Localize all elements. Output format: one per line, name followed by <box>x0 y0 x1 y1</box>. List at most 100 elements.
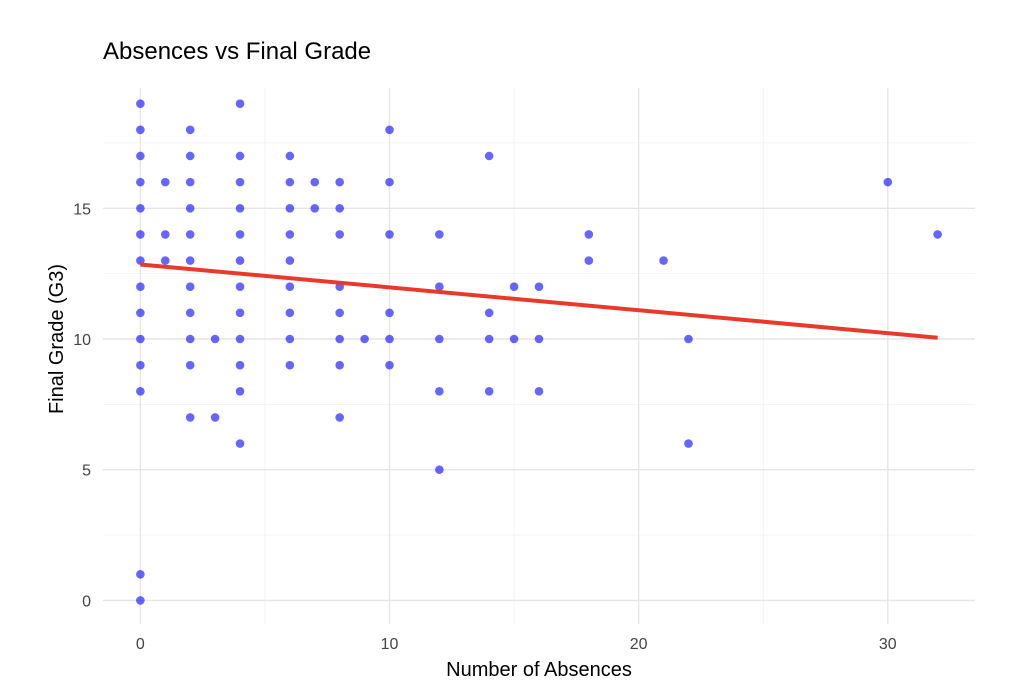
data-point <box>684 334 693 344</box>
data-point <box>160 230 170 239</box>
data-point <box>484 334 494 344</box>
data-point <box>484 151 494 161</box>
data-point <box>385 177 394 187</box>
data-point <box>235 203 245 213</box>
y-tick-label: 10 <box>73 332 91 349</box>
data-point <box>160 177 170 187</box>
data-point <box>285 203 295 213</box>
data-point <box>534 386 544 396</box>
data-point <box>185 177 195 187</box>
data-point <box>136 203 145 213</box>
data-point <box>235 256 245 265</box>
data-point <box>136 570 145 579</box>
major-gridlines <box>103 88 975 624</box>
data-point <box>285 151 295 161</box>
data-point <box>185 360 195 370</box>
data-point <box>235 360 245 370</box>
data-point <box>136 282 145 292</box>
data-point <box>335 308 344 318</box>
x-tick-label: 30 <box>879 636 897 653</box>
data-point <box>210 413 220 422</box>
data-point <box>136 386 145 396</box>
data-point <box>534 282 544 292</box>
data-point <box>310 203 320 213</box>
data-point <box>235 282 245 292</box>
data-point <box>883 177 893 187</box>
data-point <box>534 334 544 344</box>
data-point <box>235 386 245 396</box>
data-point <box>210 334 220 344</box>
data-point <box>335 203 344 213</box>
data-point <box>136 177 145 187</box>
data-point <box>285 256 295 265</box>
data-point <box>185 308 195 318</box>
y-tick-label: 5 <box>82 463 91 480</box>
data-point <box>160 256 170 265</box>
trend-line-group <box>140 262 938 340</box>
data-point <box>335 177 344 187</box>
data-point <box>435 230 444 239</box>
data-point <box>509 282 519 292</box>
data-point <box>185 334 195 344</box>
x-axis-title: Number of Absences <box>446 659 632 681</box>
y-tick-label: 15 <box>73 201 91 218</box>
y-tick-label: 0 <box>82 593 91 610</box>
data-point <box>435 282 444 292</box>
data-point <box>185 413 195 422</box>
data-point <box>136 151 145 161</box>
data-point <box>185 256 195 265</box>
data-point <box>484 386 494 396</box>
x-tick-label: 10 <box>381 636 399 653</box>
data-point <box>136 334 145 344</box>
data-point <box>435 334 444 344</box>
data-point <box>509 334 519 344</box>
data-point <box>285 282 295 292</box>
data-point <box>385 360 394 370</box>
chart-title: Absences vs Final Grade <box>103 38 372 65</box>
data-point <box>185 125 195 135</box>
data-point <box>285 308 295 318</box>
data-point <box>185 230 195 239</box>
data-point <box>360 334 369 344</box>
data-point <box>435 386 444 396</box>
data-point <box>335 230 344 239</box>
data-points <box>136 99 942 605</box>
x-tick-label: 20 <box>630 636 648 653</box>
data-point <box>136 125 145 135</box>
y-axis-ticks: 0 5 10 15 <box>73 201 91 610</box>
x-tick-label: 0 <box>136 636 145 653</box>
data-point <box>584 256 594 265</box>
data-point <box>335 334 344 344</box>
data-point <box>185 203 195 213</box>
data-point <box>584 230 594 239</box>
data-point <box>235 334 245 344</box>
data-point <box>285 360 295 370</box>
data-point <box>235 99 245 108</box>
data-point <box>185 282 195 292</box>
data-point <box>659 256 668 265</box>
x-axis-ticks: 0 10 20 30 <box>136 636 897 653</box>
data-point <box>235 308 245 318</box>
data-point <box>136 596 145 605</box>
data-point <box>235 177 245 187</box>
data-point <box>385 125 394 135</box>
data-point <box>136 230 145 239</box>
data-point <box>185 151 195 161</box>
data-point <box>136 99 145 108</box>
data-point <box>335 360 344 370</box>
data-point <box>235 230 245 239</box>
data-point <box>285 230 295 239</box>
data-point <box>136 308 145 318</box>
data-point <box>235 439 245 448</box>
minor-gridlines <box>103 88 975 624</box>
data-point <box>385 308 394 318</box>
y-axis-title: Final Grade (G3) <box>46 264 68 414</box>
data-point <box>285 177 295 187</box>
data-point <box>385 230 394 239</box>
data-point <box>285 334 295 344</box>
trend-line <box>140 262 938 340</box>
data-point <box>684 439 693 448</box>
data-point <box>136 360 145 370</box>
data-point <box>435 465 444 475</box>
